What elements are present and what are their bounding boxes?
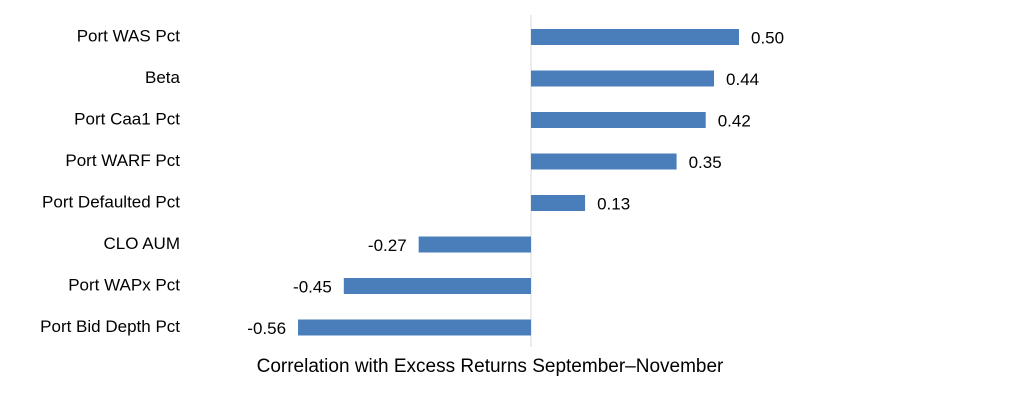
data-label: 0.13 [597,194,630,213]
data-label: 0.42 [718,111,751,130]
category-label: Port Caa1 Pct [74,109,180,128]
bar [418,236,531,253]
bar [531,195,586,211]
category-label: Port Defaulted Pct [42,192,180,211]
bar [531,153,677,170]
bar [343,278,531,294]
bar [531,29,739,45]
category-label: Port WARF Pct [65,151,180,170]
category-label: Port Bid Depth Pct [40,317,180,336]
category-label: CLO AUM [103,234,180,253]
bar [531,70,715,87]
bar [531,112,706,128]
data-label: -0.56 [247,319,286,338]
x-axis-title: Correlation with Excess Returns Septembe… [257,356,724,377]
data-label: 0.35 [689,153,722,172]
data-label: 0.44 [726,70,759,89]
data-label: 0.50 [751,28,784,47]
bar [298,319,531,336]
category-label: Port WAS Pct [77,26,181,45]
data-label: -0.45 [293,277,332,296]
data-label: -0.27 [368,236,407,255]
category-label: Beta [145,68,181,87]
category-label: Port WAPx Pct [68,275,180,294]
